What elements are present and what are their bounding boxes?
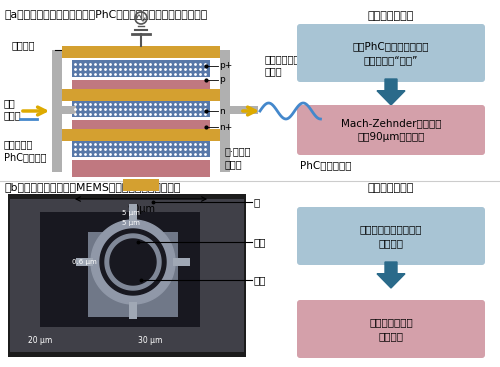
Bar [173,258,190,266]
Polygon shape [91,220,175,304]
Bar [123,179,159,191]
Bar [72,160,210,177]
FancyBboxPatch shape [297,105,485,155]
Polygon shape [110,239,156,285]
Bar [76,258,93,266]
Text: 0.6 μm: 0.6 μm [72,259,97,265]
Text: （a）光调制器利用光子结晶（PhC）（横滨国立大学马场研究室）: （a）光调制器利用光子结晶（PhC）（横滨国立大学马场研究室） [4,9,208,19]
Polygon shape [377,262,405,288]
Bar [8,194,246,357]
Text: 热·光相位
调谐器: 热·光相位 调谐器 [225,146,252,169]
Text: 30 μm: 30 μm [138,336,162,345]
Bar [72,80,210,97]
Text: 5 μm: 5 μm [122,220,140,226]
Text: n: n [219,106,225,116]
Text: 弯曲板簧，控制施加给
锂的应力: 弯曲板簧，控制施加给 锂的应力 [360,224,422,248]
Text: 锂: 锂 [254,197,260,207]
Bar [72,120,210,137]
Bar [129,204,137,222]
Bar [40,212,200,327]
Bar [10,199,244,352]
Bar [72,60,210,77]
Text: 金属电极: 金属电极 [12,40,36,50]
Polygon shape [100,229,166,295]
Text: 入射
连续光: 入射 连续光 [4,98,21,120]
Bar [52,50,62,172]
Text: p: p [219,76,225,84]
Text: 输出调制后的
光信号: 输出调制后的 光信号 [265,54,300,76]
Text: 晶格转变型
PhC慢光波导: 晶格转变型 PhC慢光波导 [4,139,46,162]
Bar [72,100,210,117]
Text: 20 μm: 20 μm [28,336,52,345]
Text: p+: p+ [219,62,232,70]
Bar [62,129,220,141]
Text: Mach-Zehnder型调制器
实现90μm最小长度: Mach-Zehnder型调制器 实现90μm最小长度 [341,118,442,142]
Text: n+: n+ [219,123,232,131]
Polygon shape [105,234,161,290]
Bar [129,302,137,319]
Text: 板簧: 板簧 [254,237,266,247]
Bar [52,106,76,114]
Text: 技术的导入效果: 技术的导入效果 [368,183,414,193]
Bar [230,106,258,114]
FancyBboxPatch shape [297,300,485,358]
Text: 90μm: 90μm [127,204,155,214]
FancyBboxPatch shape [297,207,485,265]
Text: 技术的导入效果: 技术的导入效果 [368,11,414,21]
Text: 波导: 波导 [254,275,266,285]
Text: （b）在锂受光器中嵌入MEMS（东京大学和田研究室）: （b）在锂受光器中嵌入MEMS（东京大学和田研究室） [4,182,180,192]
Text: 利用PhC减慢光的速度，
提高调制的“效果”: 利用PhC减慢光的速度， 提高调制的“效果” [353,41,429,65]
Text: 5 μm: 5 μm [122,210,140,216]
Bar [62,89,220,101]
Bar [62,46,220,58]
FancyBboxPatch shape [297,24,485,82]
Bar [72,140,210,157]
Bar [220,50,230,172]
Text: 可调制的光波长
实现可变: 可调制的光波长 实现可变 [369,317,413,341]
Bar [88,232,178,317]
Polygon shape [377,79,405,105]
Text: PhC：光子结晶: PhC：光子结晶 [300,160,352,170]
